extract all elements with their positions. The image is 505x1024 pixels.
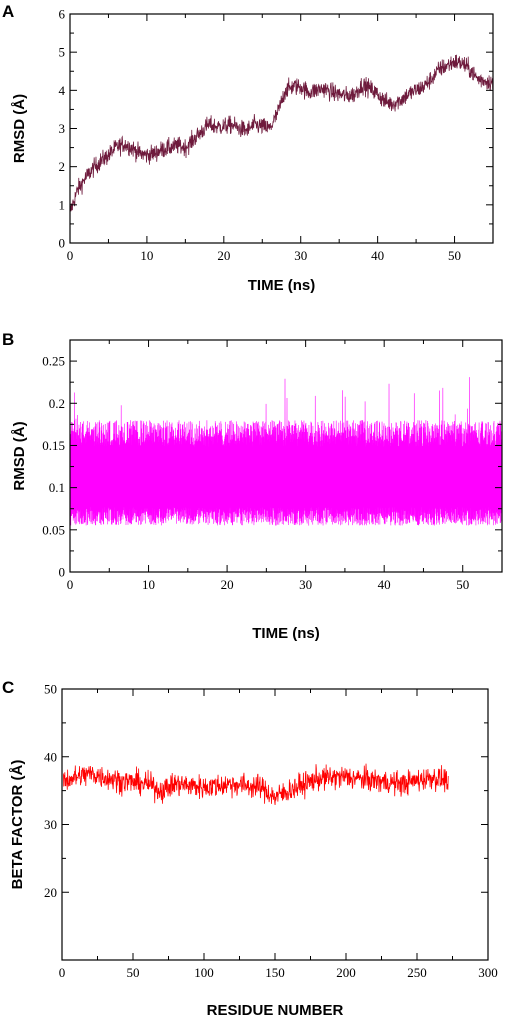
- x-tick-label: 150: [265, 965, 285, 980]
- y-axis-label: RMSD (Å): [11, 421, 28, 490]
- y-tick-label: 0.25: [42, 354, 65, 369]
- panel-c: C 0 50 100 150 200 250 300 20 30 40 50 RESIDUE NUMB…: [2, 678, 498, 1019]
- plot-b: 0 10 20 30 40 50 0 0.05 0.1 0.15 0.2 0.25 TIME (ns) R…: [11, 339, 503, 642]
- y-tick-label: 5: [59, 45, 66, 60]
- panel-a: A 0 10 20 30 40 50 0 1 2 3 4 5 6 TIME (ns) RMSD (Å): [2, 2, 494, 294]
- panel-letter-c: C: [2, 678, 14, 697]
- x-axis-label: TIME (ns): [248, 277, 316, 294]
- x-tick-label: 50: [127, 965, 140, 980]
- x-tick-label: 250: [407, 965, 427, 980]
- y-tick-label: 3: [59, 121, 66, 136]
- x-tick-label: 40: [378, 577, 391, 592]
- y-tick-label: 0: [59, 565, 66, 580]
- x-tick-label: 200: [336, 965, 356, 980]
- plot-a: 0 10 20 30 40 50 0 1 2 3 4 5 6 TIME (ns) RMSD (Å): [11, 7, 494, 294]
- y-axis-label: BETA FACTOR (Å): [9, 760, 26, 890]
- series-path: [69, 377, 503, 526]
- y-tick-label: 0.2: [49, 396, 65, 411]
- y-tick-label: 20: [44, 885, 57, 900]
- x-tick-label: 300: [478, 965, 498, 980]
- panel-letter-a: A: [2, 2, 14, 21]
- y-tick-label: 0.05: [42, 522, 65, 537]
- x-tick-label: 30: [299, 577, 312, 592]
- x-axis-label: RESIDUE NUMBER: [207, 1002, 344, 1019]
- x-tick-label: 30: [294, 248, 307, 263]
- series-path: [69, 54, 494, 212]
- y-tick-label: 1: [59, 197, 66, 212]
- x-tick-label: 10: [140, 248, 153, 263]
- x-tick-label: 50: [448, 248, 461, 263]
- y-tick-label: 30: [44, 817, 57, 832]
- y-tick-label: 2: [59, 159, 66, 174]
- x-tick-label: 20: [217, 248, 230, 263]
- x-tick-label: 100: [194, 965, 214, 980]
- series-line: [69, 377, 503, 526]
- x-tick-label: 40: [371, 248, 384, 263]
- series-path: [63, 763, 449, 806]
- y-axis-label: RMSD (Å): [11, 94, 28, 163]
- series-line: [63, 763, 449, 806]
- y-tick-label: 0: [59, 236, 66, 251]
- plot-frame: [61, 688, 489, 961]
- x-tick-label: 0: [59, 965, 66, 980]
- x-tick-label: 10: [142, 577, 155, 592]
- x-axis-label: TIME (ns): [252, 625, 320, 642]
- plot-c: 0 50 100 150 200 250 300 20 30 40 50 RESIDUE NUMBER…: [9, 682, 498, 1020]
- y-tick-label: 0.15: [42, 438, 65, 453]
- y-tick-label: 0.1: [49, 480, 65, 495]
- x-tick-label: 50: [456, 577, 469, 592]
- plot-frame: [69, 13, 494, 244]
- panel-letter-b: B: [2, 330, 14, 349]
- x-tick-label: 20: [221, 577, 234, 592]
- panel-b: B 0 10 20 30 40 50 0 0.05 0.1 0.15 0.2 0.25 TIME (ns…: [2, 330, 503, 642]
- y-tick-label: 4: [59, 83, 66, 98]
- series-line: [69, 54, 494, 212]
- y-tick-label: 50: [44, 682, 57, 697]
- x-tick-label: 0: [67, 577, 74, 592]
- plot-frame: [69, 339, 503, 573]
- y-tick-label: 6: [59, 7, 66, 22]
- y-tick-label: 40: [44, 749, 57, 764]
- x-tick-label: 0: [67, 248, 74, 263]
